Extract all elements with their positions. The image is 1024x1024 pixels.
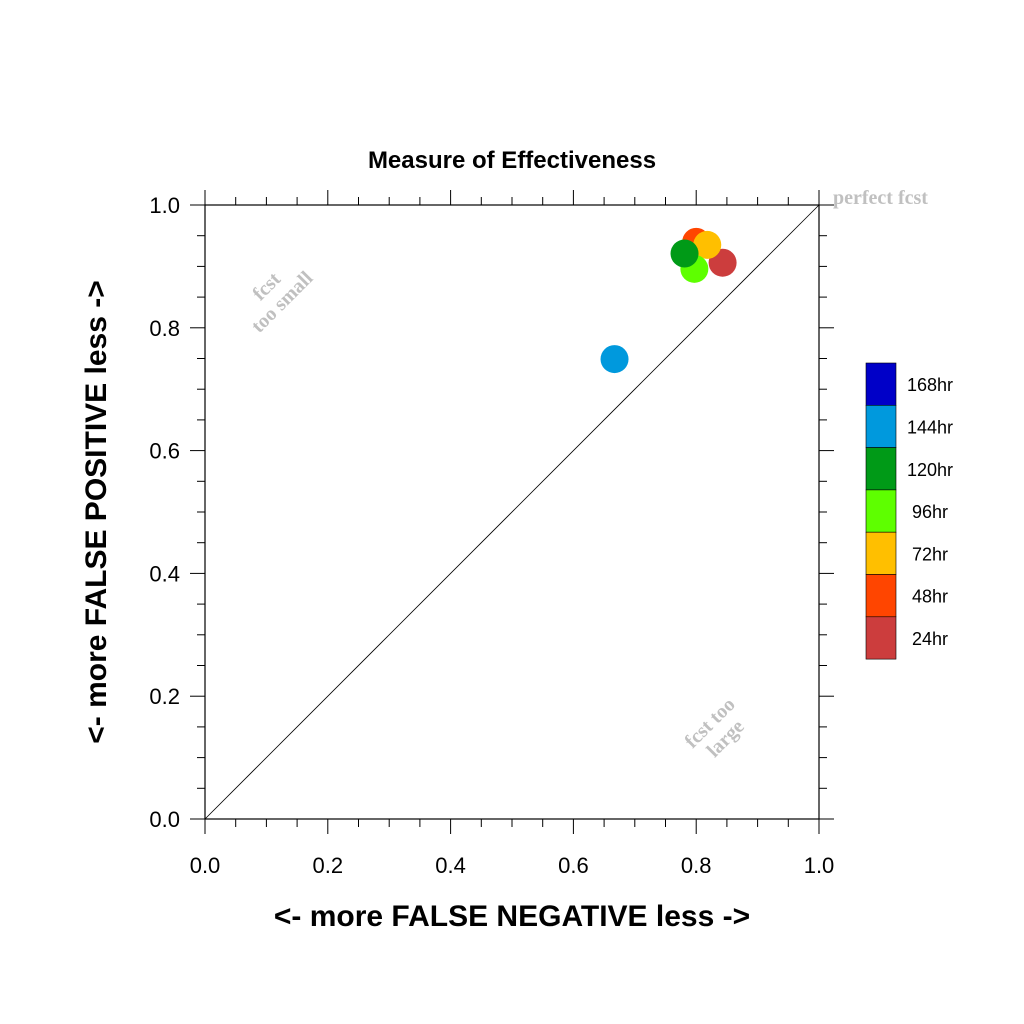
perfect-fcst-label: perfect fcst <box>833 187 928 209</box>
legend: 168hr 144hr 120hr 96hr 72hr 48hr 24hr <box>865 362 953 660</box>
legend-swatch-144hr <box>865 404 897 448</box>
point-120hr <box>670 239 699 268</box>
legend-swatch-24hr <box>865 616 897 660</box>
x-tick-label: 0.4 <box>435 853 466 878</box>
x-tick-label: 1.0 <box>804 853 835 878</box>
point-72hr <box>693 230 722 259</box>
legend-swatch-120hr <box>865 447 897 491</box>
data-points <box>600 227 737 374</box>
tick-labels: 0.0 0.2 0.4 0.6 0.8 1.0 0.0 0.2 0.4 0.6 0.8 1.0 <box>149 193 834 878</box>
too-large-annotation: fcst too large <box>681 694 749 762</box>
x-tick-label: 0.0 <box>190 853 221 878</box>
y-axis-title: <- more FALSE POSITIVE less -> <box>80 280 113 744</box>
x-tick-label: 0.6 <box>558 853 589 878</box>
legend-label-120hr: 120hr <box>907 460 953 480</box>
x-axis-title: <- more FALSE NEGATIVE less -> <box>274 900 750 933</box>
too-small-annotation: fcst too small <box>247 267 317 337</box>
chart-title: Measure of Effectiveness <box>368 147 656 174</box>
y-tick-label: 0.0 <box>149 807 180 832</box>
x-tick-label: 0.2 <box>313 853 344 878</box>
plot-frame <box>204 204 820 820</box>
legend-swatch-96hr <box>865 489 897 533</box>
legend-label-24hr: 24hr <box>912 629 948 649</box>
y-tick-label: 0.6 <box>149 439 180 464</box>
axis-ticks <box>190 190 834 834</box>
legend-label-144hr: 144hr <box>907 417 953 437</box>
y-tick-label: 0.2 <box>149 684 180 709</box>
legend-label-168hr: 168hr <box>907 375 953 395</box>
x-tick-label: 0.8 <box>681 853 712 878</box>
diagonal-line <box>204 204 820 820</box>
legend-swatch-168hr <box>865 362 897 406</box>
legend-label-72hr: 72hr <box>912 544 948 564</box>
y-tick-label: 0.8 <box>149 316 180 341</box>
legend-swatch-72hr <box>865 531 897 575</box>
legend-label-96hr: 96hr <box>912 502 948 522</box>
y-tick-label: 0.4 <box>149 561 180 586</box>
legend-swatch-48hr <box>865 574 897 618</box>
y-tick-label: 1.0 <box>149 193 180 218</box>
point-144hr <box>600 345 629 374</box>
legend-label-48hr: 48hr <box>912 587 948 607</box>
too-small-line-2: too small <box>247 267 317 337</box>
